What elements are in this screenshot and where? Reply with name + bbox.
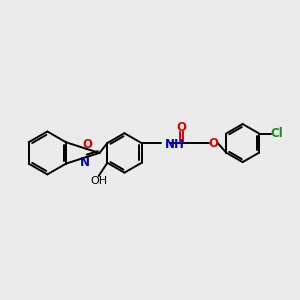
Text: O: O [176, 121, 186, 134]
Text: Cl: Cl [270, 127, 283, 140]
Text: NH: NH [165, 138, 185, 151]
Text: O: O [208, 136, 218, 150]
Text: O: O [82, 138, 92, 151]
Text: N: N [80, 156, 90, 169]
Text: OH: OH [91, 176, 108, 186]
